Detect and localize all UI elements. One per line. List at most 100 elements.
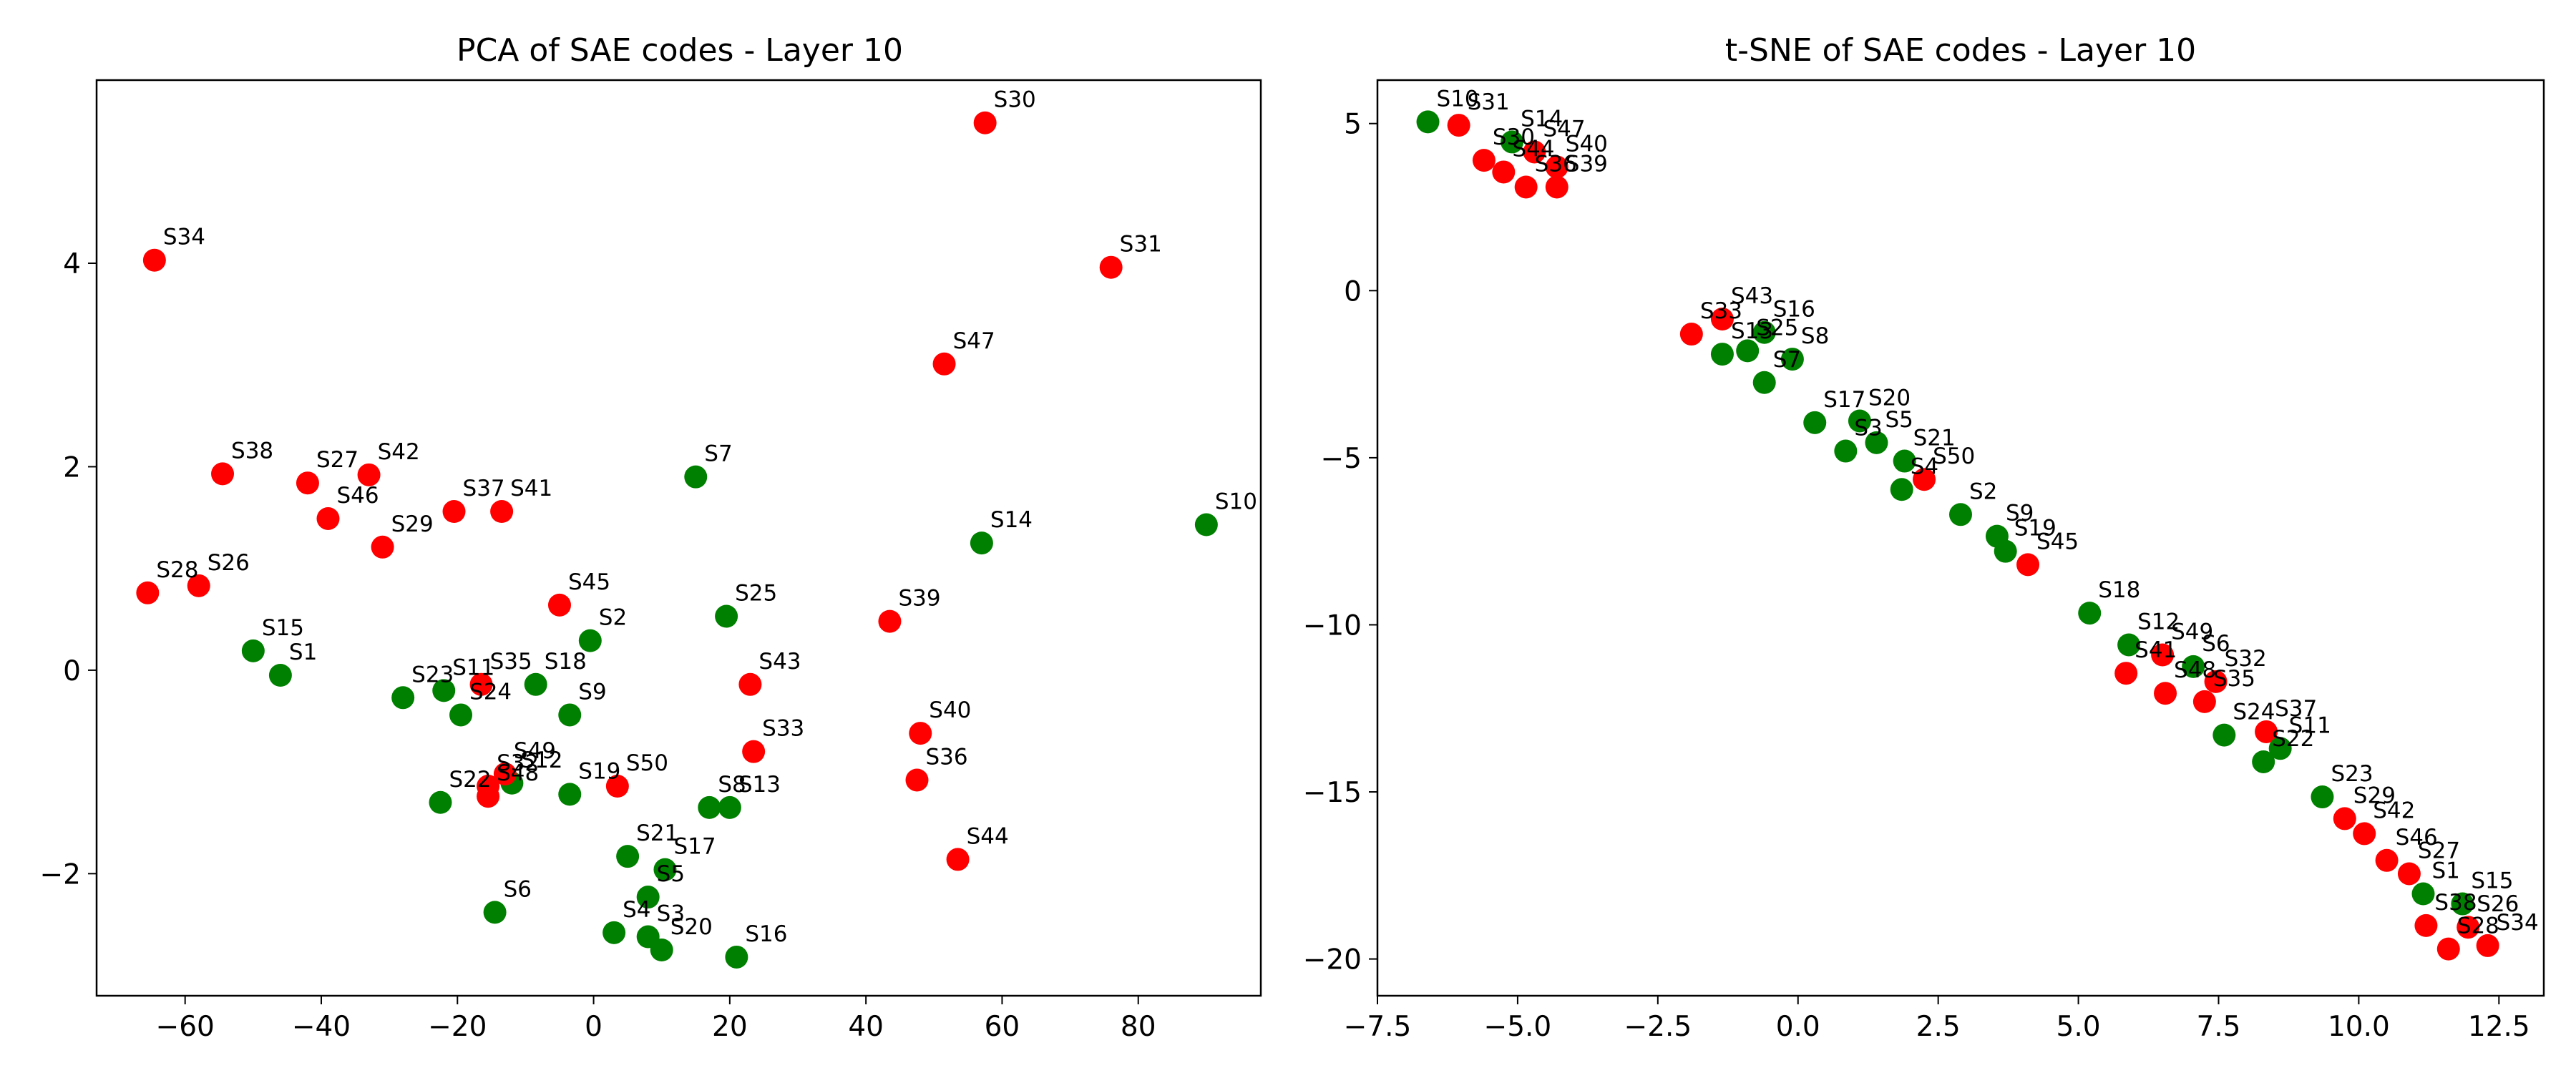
pca-point-label-s31: S31 bbox=[1120, 232, 1162, 258]
tsne-point-label-s12: S12 bbox=[2137, 609, 2180, 635]
tsne-y-tick-label: −15 bbox=[1303, 777, 1362, 809]
pca-point-label-s22: S22 bbox=[449, 767, 491, 793]
tsne-point-s18 bbox=[2078, 602, 2102, 625]
pca-point-s40 bbox=[909, 722, 932, 745]
pca-point-label-s17: S17 bbox=[673, 834, 716, 860]
tsne-title: t-SNE of SAE codes - Layer 10 bbox=[1725, 32, 2196, 69]
tsne-point-label-s49: S49 bbox=[2171, 619, 2213, 645]
tsne-point-label-s5: S5 bbox=[1885, 407, 1913, 433]
pca-point-label-s40: S40 bbox=[929, 697, 971, 723]
pca-point-s15 bbox=[241, 639, 265, 662]
pca-point-s48 bbox=[477, 785, 500, 808]
pca-point-label-s37: S37 bbox=[463, 476, 505, 501]
tsne-point-s13 bbox=[1710, 343, 1734, 366]
tsne-point-label-s28: S28 bbox=[2457, 913, 2499, 939]
tsne-y-tick-label: −5 bbox=[1321, 443, 1362, 475]
tsne-point-s12 bbox=[2117, 633, 2141, 657]
tsne-point-s50 bbox=[1913, 468, 1936, 491]
pca-point-label-s41: S41 bbox=[510, 476, 552, 501]
tsne-point-label-s43: S43 bbox=[1731, 283, 1773, 309]
pca-point-s21 bbox=[616, 845, 640, 868]
pca-point-label-s27: S27 bbox=[316, 447, 358, 473]
tsne-point-s10 bbox=[1416, 110, 1440, 134]
pca-point-label-s15: S15 bbox=[262, 615, 304, 641]
tsne-point-s1 bbox=[2411, 882, 2435, 906]
tsne-point-s43 bbox=[1710, 308, 1734, 331]
tsne-point-s45 bbox=[2016, 553, 2040, 577]
pca-point-s24 bbox=[449, 703, 473, 727]
pca-point-label-s30: S30 bbox=[994, 87, 1036, 113]
tsne-point-label-s30: S30 bbox=[1493, 124, 1535, 150]
pca-point-s11 bbox=[432, 679, 456, 702]
tsne-point-s38 bbox=[2414, 913, 2438, 937]
pca-point-s28 bbox=[136, 581, 160, 604]
tsne-point-s16 bbox=[1752, 320, 1776, 344]
pca-point-label-s7: S7 bbox=[704, 441, 732, 467]
pca-point-s20 bbox=[650, 939, 673, 961]
pca-point-label-s5: S5 bbox=[657, 861, 685, 887]
tsne-point-s37 bbox=[2255, 720, 2278, 743]
pca-point-label-s21: S21 bbox=[636, 820, 678, 846]
pca-point-s30 bbox=[973, 111, 997, 134]
pca-point-s6 bbox=[483, 901, 507, 924]
pca-y-tick-label: 4 bbox=[63, 248, 81, 280]
pca-point-s36 bbox=[905, 768, 929, 792]
tsne-x-axis-ticks: −7.5 −5.0 −2.5 0.0 2.5 5.0 7.5 10.0 12.5 bbox=[1344, 996, 2530, 1043]
tsne-point-s11 bbox=[2268, 737, 2292, 760]
pca-point-s26 bbox=[187, 574, 210, 597]
pca-point-label-s6: S6 bbox=[504, 876, 532, 902]
pca-point-s37 bbox=[442, 500, 466, 524]
pca-x-tick-label: 60 bbox=[985, 1011, 1020, 1043]
tsne-point-label-s19: S19 bbox=[2014, 516, 2057, 542]
tsne-point-s15 bbox=[2451, 892, 2474, 916]
pca-point-s14 bbox=[970, 531, 993, 555]
tsne-point-label-s9: S9 bbox=[2006, 501, 2034, 526]
pca-point-label-s19: S19 bbox=[578, 758, 620, 784]
pca-point-s33 bbox=[742, 740, 766, 763]
pca-point-s42 bbox=[357, 463, 381, 486]
pca-point-s23 bbox=[391, 686, 415, 710]
pca-point-s25 bbox=[715, 604, 738, 628]
tsne-x-tick-label: 7.5 bbox=[2196, 1011, 2240, 1043]
pca-x-tick-label: −40 bbox=[292, 1011, 351, 1043]
tsne-point-s20 bbox=[1848, 409, 1871, 433]
pca-point-label-s36: S36 bbox=[926, 744, 968, 770]
pca-point-labels: S1 S2 S3 S4 S5 S6 S7 S8 S9 S10 S11 S12 S13 S14 S15 S16 S… bbox=[156, 87, 1257, 947]
pca-point-s31 bbox=[1099, 255, 1123, 279]
tsne-point-label-s10: S10 bbox=[1437, 86, 1479, 112]
pca-point-s43 bbox=[738, 672, 762, 696]
tsne-point-label-s37: S37 bbox=[2275, 696, 2317, 722]
pca-y-tick-label: 2 bbox=[63, 451, 81, 484]
pca-point-label-s8: S8 bbox=[718, 772, 746, 798]
pca-point-label-s38: S38 bbox=[231, 438, 273, 464]
pca-point-s5 bbox=[636, 886, 660, 909]
pca-points bbox=[136, 111, 1218, 969]
tsne-point-s22 bbox=[2252, 750, 2275, 773]
pca-point-label-s43: S43 bbox=[758, 649, 801, 675]
tsne-point-label-s1: S1 bbox=[2432, 858, 2460, 884]
tsne-x-tick-label: 5.0 bbox=[2057, 1011, 2101, 1043]
tsne-x-tick-label: 12.5 bbox=[2468, 1011, 2530, 1043]
tsne-x-tick-label: 0.0 bbox=[1776, 1011, 1820, 1043]
pca-point-label-s50: S50 bbox=[626, 750, 668, 776]
pca-title: PCA of SAE codes - Layer 10 bbox=[457, 32, 903, 69]
pca-point-s17 bbox=[653, 858, 677, 881]
pca-point-s38 bbox=[211, 462, 235, 486]
tsne-point-label-s22: S22 bbox=[2272, 726, 2314, 752]
tsne-point-s46 bbox=[2375, 848, 2399, 872]
tsne-point-label-s27: S27 bbox=[2418, 838, 2460, 863]
pca-point-label-s29: S29 bbox=[391, 511, 434, 537]
pca-point-s35 bbox=[469, 672, 493, 696]
pca-point-s18 bbox=[524, 672, 547, 696]
tsne-point-s36 bbox=[1514, 175, 1538, 199]
tsne-point-label-s21: S21 bbox=[1913, 426, 1956, 451]
tsne-x-tick-label: −2.5 bbox=[1624, 1011, 1692, 1043]
tsne-point-label-s15: S15 bbox=[2471, 868, 2513, 894]
pca-point-s29 bbox=[371, 535, 394, 559]
pca-x-tick-label: 20 bbox=[712, 1011, 748, 1043]
pca-point-s34 bbox=[142, 248, 166, 272]
pca-point-label-s34: S34 bbox=[163, 225, 205, 250]
pca-x-tick-label: 40 bbox=[848, 1011, 884, 1043]
pca-x-axis-ticks: −60 −40 −20 0 20 40 60 80 bbox=[156, 996, 1156, 1043]
